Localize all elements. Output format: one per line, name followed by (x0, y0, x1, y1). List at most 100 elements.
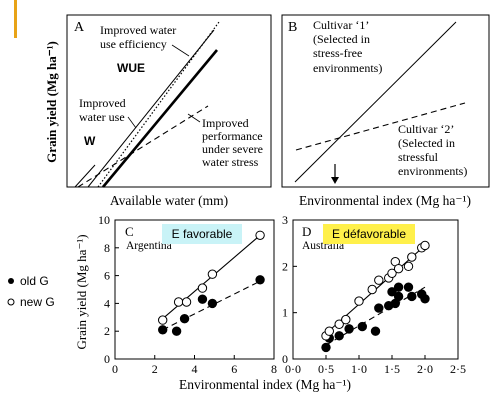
panel-c-x-tick-label: 8 (271, 362, 277, 376)
label-water-use-efficiency-1: Improved water (100, 23, 176, 37)
panel-d-badge: E défavorable (332, 227, 406, 241)
panel-d-x-tick-label: 0·5 (318, 362, 334, 376)
panel-b: B Cultivar ‘1’ (Selected in stress-free … (281, 14, 490, 208)
panel-d-frame (292, 219, 459, 360)
panel-d-y-tick-label: 2 (282, 259, 288, 273)
label-cultivar1-2: (Selected in (313, 32, 370, 46)
panel-d-point-new-g (407, 252, 417, 262)
panel-c-point-new-g (197, 283, 208, 293)
panel-c-x-tick-label: 6 (231, 362, 237, 376)
panel-c-y-tick-label: 2 (104, 324, 110, 338)
panel-b-letter: B (288, 20, 297, 35)
panel-c-badge-bg (162, 224, 242, 244)
panel-c-badge: E favorable (172, 227, 233, 241)
panel-c-point-new-g (255, 230, 265, 240)
label-cultivar2-1: Cultivar ‘2’ (398, 122, 454, 136)
panel-d-point-old-g (374, 303, 384, 313)
label-cultivar1-4: environments) (313, 61, 382, 75)
label-water-use-2: water use (79, 110, 125, 124)
panel-c-point-new-g (158, 315, 168, 325)
panel-c-y-tick-label: 6 (104, 269, 110, 283)
panel-a: A Improved water use efficiency WUE Impr… (66, 14, 272, 208)
panel-c-y-tick-label: 4 (104, 296, 110, 310)
panel-c-region: Argentina (126, 240, 172, 252)
panel-d-point-new-g (403, 261, 414, 272)
pointer-wue (171, 44, 190, 57)
panel-d-point-old-g (393, 282, 404, 292)
label-cultivar2-2: (Selected in (398, 136, 455, 150)
panel-b-x-axis-label: Environmental index (Mg ha⁻¹) (299, 193, 471, 208)
panel-b-frame (281, 14, 490, 188)
panel-c-x-tick-label: 2 (152, 362, 158, 376)
panel-d-point-new-g (387, 268, 397, 278)
label-cultivar2-3: stressful (398, 150, 439, 164)
panel-c-point-old-g (171, 326, 182, 336)
panel-d-x-tick-label: 2·0 (417, 362, 433, 376)
bottom-y-axis-label: Grain yield (Mg ha⁻¹) (74, 234, 89, 349)
legend-old-marker (8, 278, 14, 284)
label-cultivar1-3: stress-free (313, 46, 362, 60)
panel-c-marks: 0 2 4 6 8 0 2 4 6 8 10 (98, 213, 277, 376)
label-cultivar1-1: Cultivar ‘1’ (313, 18, 369, 32)
label-stress-4: water stress (202, 155, 259, 169)
label-cultivar2-4: environments) (398, 164, 467, 178)
panel-a-x-axis-label: Available water (mm) (110, 193, 228, 208)
pointer-stress (187, 113, 201, 123)
bottom-x-axis-label: Environmental index (Mg ha⁻¹) (179, 377, 351, 392)
panel-c: C Argentina E favorable 0 2 4 6 8 0 2 4 6 8 10 (98, 213, 277, 376)
label-wue: WUE (117, 61, 145, 75)
panel-d-y-tick-label: 3 (282, 213, 288, 227)
pointer-water-use (127, 116, 137, 129)
panel-d-point-old-g (334, 331, 344, 341)
panel-c-point-new-g (181, 297, 192, 307)
panel-c-point-old-g (207, 298, 218, 309)
line-cultivar-1 (294, 21, 457, 183)
panel-d-letter: D (302, 224, 311, 239)
panel-c-point-old-g (179, 313, 190, 324)
panel-c-point-old-g (158, 325, 168, 335)
top-y-axis-label: Grain yield (Mg ha⁻¹) (44, 41, 59, 163)
panel-c-y-tick-label: 0 (104, 352, 110, 366)
panel-d-point-old-g (321, 342, 331, 353)
label-water-use-efficiency-2: use efficiency (100, 37, 167, 51)
panel-d-x-tick-label: 0·0 (285, 362, 301, 376)
panel-d-point-old-g (420, 294, 430, 304)
panel-c-point-new-g (207, 269, 218, 279)
panel-c-point-old-g (255, 275, 265, 285)
panel-c-y-tick-label: 8 (104, 241, 110, 255)
panel-d-point-old-g (407, 291, 417, 302)
legend-new-marker (7, 298, 15, 306)
panel-d-point-new-g (367, 284, 377, 295)
crossover-arrow-head (331, 177, 339, 184)
panel-d-point-old-g (344, 324, 354, 334)
panel-d-point-new-g (420, 240, 430, 251)
panel-d-point-old-g (357, 321, 367, 332)
panel-d-point-new-g (324, 326, 334, 336)
panel-d-point-new-g (354, 296, 364, 306)
panel-d-marks: 0·0 0·5 1·0 1·5 2·0 2·5 0 1 2 3 (282, 213, 466, 376)
panel-a-letter: A (74, 20, 85, 35)
panel-d-point-new-g (341, 314, 351, 325)
panel-d-badge-bg (323, 224, 415, 244)
line-improved-wue-dotted (97, 21, 220, 188)
line-short-left (74, 164, 96, 188)
panel-d: D Australia E défavorable 0·0 0·5 1·0 1·5 2·… (282, 213, 466, 376)
label-w: W (84, 134, 96, 148)
label-stress-1: Improved (202, 116, 249, 130)
panel-d-point-old-g (393, 291, 404, 302)
label-water-use-1: Improved (79, 96, 126, 110)
panel-d-point-old-g (403, 282, 414, 292)
panel-d-point-old-g (370, 326, 381, 336)
label-stress-2: performance (202, 129, 263, 143)
panel-c-x-tick-label: 0 (112, 362, 118, 376)
panel-d-x-tick-label: 2·5 (450, 362, 466, 376)
panel-d-point-new-g (334, 319, 344, 329)
panel-c-point-old-g (197, 294, 208, 304)
panel-c-y-tick-label: 10 (98, 213, 110, 227)
panel-d-x-tick-label: 1·5 (384, 362, 400, 376)
legend-new-label: new G (20, 295, 55, 309)
panel-d-point-new-g (374, 275, 384, 285)
panel-d-x-tick-label: 1·0 (351, 362, 367, 376)
panel-c-point-new-g (173, 297, 184, 307)
